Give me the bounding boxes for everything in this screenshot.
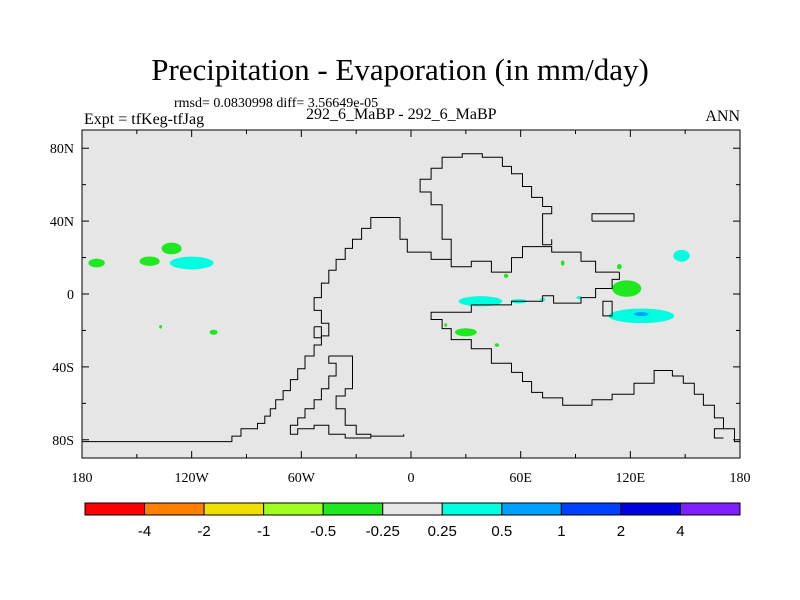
colorbar-box	[382, 502, 443, 516]
colorbar-box	[84, 502, 146, 516]
anomaly-patch	[503, 273, 509, 278]
map-background	[82, 130, 740, 458]
colorbar-label: -0.5	[310, 523, 336, 540]
colorbar-box	[620, 502, 681, 516]
lon-tick-label: 180	[730, 471, 751, 486]
coastline	[713, 428, 724, 439]
anomaly-patch	[616, 263, 622, 270]
colorbar-label: 0.5	[491, 523, 512, 540]
colorbar-label: -1	[257, 523, 270, 540]
colorbar-box	[560, 502, 622, 516]
anomaly-patch	[161, 242, 182, 255]
lon-tick-label: 120W	[175, 471, 210, 486]
coastline-layer	[82, 153, 740, 443]
colorbar-box	[501, 502, 562, 516]
coastline	[430, 272, 740, 443]
anomaly-patch	[612, 280, 642, 297]
lon-tick-label: 60E	[509, 471, 532, 486]
anomaly-patch	[560, 260, 565, 266]
colorbar: -4 -2 -1 -0.5 -0.25 0.25 0.5 1 2 4	[84, 502, 741, 540]
coastline	[370, 434, 405, 437]
anomaly-patch	[454, 328, 477, 337]
colorbar-label: -0.25	[366, 523, 400, 540]
axis-ticks	[81, 130, 741, 458]
lon-tick-label: 0	[408, 471, 415, 486]
colorbar-label: 1	[557, 523, 565, 540]
map-plot: 180 120W 60W 0 60E 120E 180 80N 40N 0 40S 80S	[50, 129, 751, 486]
anomaly-layer	[88, 242, 690, 347]
anomaly-patch	[673, 249, 690, 262]
lat-tick-label: 80N	[50, 142, 74, 157]
lat-tick-label: 40N	[50, 215, 74, 230]
colorbar-box	[679, 502, 741, 516]
colorbar-labels: -4 -2 -1 -0.5 -0.25 0.25 0.5 1 2 4	[138, 523, 685, 540]
colorbar-boxes	[84, 502, 741, 516]
anomaly-patch	[633, 312, 649, 317]
lon-tick-label: 60W	[288, 471, 316, 486]
coastline	[82, 217, 620, 443]
colorbar-box	[441, 502, 503, 516]
lon-tick-label: 120E	[616, 471, 646, 486]
anomaly-patch	[444, 323, 448, 327]
anomaly-patch	[494, 343, 500, 347]
anomaly-patch	[139, 256, 160, 266]
colorbar-box	[144, 502, 205, 516]
anomaly-patch	[88, 258, 105, 268]
colorbar-label: -2	[197, 523, 210, 540]
colorbar-label: 0.25	[428, 523, 457, 540]
anomaly-patch	[458, 296, 503, 307]
anomaly-patch	[169, 256, 214, 270]
lat-tick-label: 80S	[52, 434, 74, 449]
coastline	[591, 213, 635, 222]
lon-tick-label: 180	[72, 471, 93, 486]
rmsd-diff-stats: rmsd= 0.0830998 diff= 3.56649e-05	[174, 96, 379, 111]
experiment-label: Expt = tfKeg-tfJag	[84, 111, 205, 128]
coastline	[289, 355, 372, 439]
coastline	[419, 153, 553, 260]
lat-tick-label: 0	[67, 288, 74, 303]
lat-tick-label: 40S	[52, 361, 74, 376]
case-names: 292_6_MaBP - 292_6_MaBP	[306, 106, 497, 123]
anomaly-patch	[209, 329, 218, 335]
season-label: ANN	[705, 108, 740, 125]
colorbar-label: 2	[617, 523, 625, 540]
page-title: Precipitation - Evaporation (in mm/day)	[151, 52, 649, 87]
colorbar-box	[322, 502, 384, 516]
colorbar-label: 4	[676, 523, 684, 540]
anomaly-patch	[159, 324, 163, 329]
coastline	[313, 326, 322, 339]
colorbar-box	[203, 502, 265, 516]
coastline	[602, 300, 613, 317]
axis-labels: 180 120W 60W 0 60E 120E 180 80N 40N 0 40S 80S	[50, 142, 751, 486]
colorbar-box	[263, 502, 324, 516]
colorbar-label: -4	[138, 523, 151, 540]
